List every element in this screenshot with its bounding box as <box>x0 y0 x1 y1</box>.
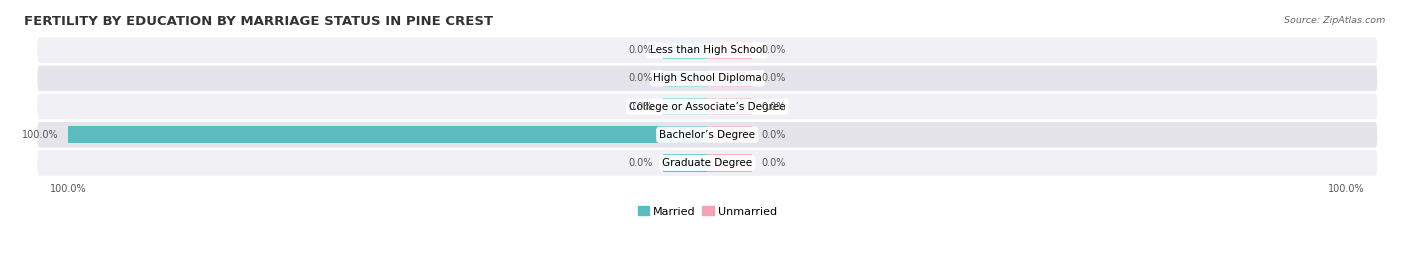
Legend: Married, Unmarried: Married, Unmarried <box>633 202 782 221</box>
Bar <box>662 154 707 172</box>
Bar <box>69 126 707 143</box>
FancyBboxPatch shape <box>37 36 1378 64</box>
Text: 0.0%: 0.0% <box>628 45 652 55</box>
Text: 0.0%: 0.0% <box>762 102 786 112</box>
Text: Graduate Degree: Graduate Degree <box>662 158 752 168</box>
Bar <box>707 154 752 172</box>
FancyBboxPatch shape <box>37 65 1378 92</box>
Text: FERTILITY BY EDUCATION BY MARRIAGE STATUS IN PINE CREST: FERTILITY BY EDUCATION BY MARRIAGE STATU… <box>24 15 492 28</box>
Bar <box>662 41 707 59</box>
Bar <box>662 70 707 87</box>
Text: 0.0%: 0.0% <box>762 73 786 83</box>
Text: 0.0%: 0.0% <box>762 158 786 168</box>
Text: 0.0%: 0.0% <box>762 45 786 55</box>
Bar <box>662 98 707 115</box>
FancyBboxPatch shape <box>37 93 1378 121</box>
Text: 100.0%: 100.0% <box>22 130 59 140</box>
Bar <box>707 41 752 59</box>
FancyBboxPatch shape <box>37 149 1378 177</box>
Text: Bachelor’s Degree: Bachelor’s Degree <box>659 130 755 140</box>
Text: Source: ZipAtlas.com: Source: ZipAtlas.com <box>1284 16 1385 25</box>
Bar <box>707 70 752 87</box>
Text: 0.0%: 0.0% <box>762 130 786 140</box>
Text: 0.0%: 0.0% <box>628 102 652 112</box>
FancyBboxPatch shape <box>37 121 1378 148</box>
Bar <box>707 98 752 115</box>
Text: 0.0%: 0.0% <box>628 73 652 83</box>
Text: 0.0%: 0.0% <box>628 158 652 168</box>
Bar <box>707 126 752 143</box>
Text: Less than High School: Less than High School <box>650 45 765 55</box>
Text: High School Diploma: High School Diploma <box>652 73 762 83</box>
Text: College or Associate’s Degree: College or Associate’s Degree <box>628 102 786 112</box>
